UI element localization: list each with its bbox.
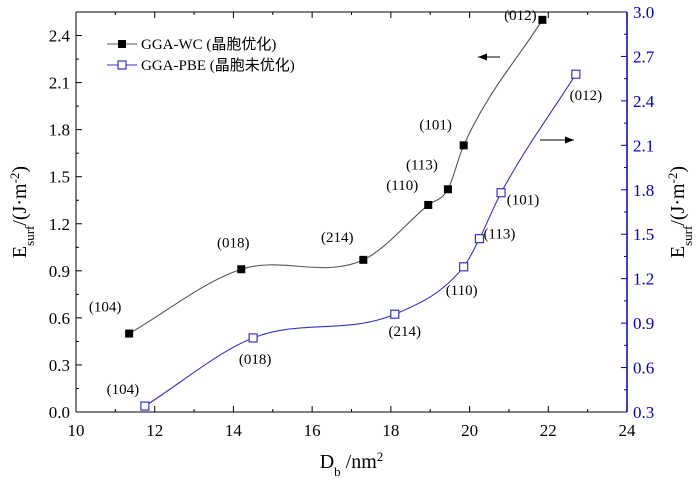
legend-marker [117,60,127,70]
x-tick-label: 18 [382,421,399,440]
y-right-tick-label: 1.8 [633,181,654,200]
x-tick-label: 12 [146,421,163,440]
y-right-tick-label: 0.6 [633,359,654,378]
y-right-axis-label: Esurf/(J·m-2) [665,166,695,258]
y-left-tick-label: 2.1 [49,74,70,93]
x-tick-label: 14 [225,421,243,440]
series-2-point [390,309,400,319]
series-2-point [459,262,469,272]
series-1-point [443,185,452,194]
series-1-point [237,265,246,274]
y-right-tick-label: 1.5 [633,225,654,244]
arrow-right-icon [540,136,574,144]
data-label: (012) [570,88,603,104]
curves-layer [128,19,577,407]
data-label: (113) [483,227,515,243]
series-2-point [248,333,258,343]
series-2-point [140,401,150,411]
x-tick-label: 16 [304,421,321,440]
markers-layer [125,15,581,411]
data-label: (101) [507,193,540,209]
y-left-tick-label: 1.5 [49,168,70,187]
series-1-point [424,200,433,209]
series-2-point [474,234,485,244]
series-1-point [125,329,134,338]
x-tick-label: 24 [619,421,637,440]
legend-label: GGA-WC (晶胞优化) [141,36,276,53]
y-right-tick-label: 1.2 [633,270,654,289]
y-left-axis-label: Esurf/(J·m-2) [7,166,37,258]
arrow-left-icon [478,53,500,61]
data-label: (104) [89,300,122,316]
y-left-tick-label: 0.0 [49,403,70,422]
legend-label: GGA-PBE (晶胞未优化) [141,57,295,74]
y-right-tick-label: 3.0 [633,3,654,22]
data-label: (113) [406,157,438,173]
axes-layer: 10 12 14 16 18 20 22 24 0.0 0.3 0.6 0.9 1.2 1.5 1.8 2.1… [7,3,695,479]
series-1-curve [128,19,543,335]
series-1-point [538,15,547,24]
legend: GGA-WC (晶胞优化) GGA-PBE (晶胞未优化) [107,36,295,74]
series-2-point [496,188,506,198]
x-axis-label: Db /nm2 [320,449,384,479]
y-right-tick-label: 2.1 [633,136,654,155]
data-label: (214) [321,230,354,246]
y-left-tick-label: 1.2 [49,215,70,234]
data-label: (018) [239,352,272,368]
y-right-tick-label: 2.4 [633,92,655,111]
data-label: (110) [386,178,418,194]
legend-marker [118,40,126,48]
data-label: (104) [107,382,140,398]
y-left-tick-label: 1.8 [49,121,70,140]
legend-item-2: GGA-PBE (晶胞未优化) [107,57,295,74]
x-tick-label: 22 [540,421,557,440]
data-label: (110) [446,283,478,299]
y-left-tick-label: 0.9 [49,262,70,281]
labels-layer: (104) (018) (214) (110) (113) (101) (012) (104)… [89,8,602,398]
series-1-point [459,141,468,150]
series-2-point [571,69,581,79]
data-label: (101) [419,117,452,133]
y-right-tick-label: 2.7 [633,47,655,66]
y-right-tick-label: 0.3 [633,403,654,422]
y-right-tick-label: 0.9 [633,314,654,333]
x-tick-label: 20 [461,421,478,440]
series-1-point [359,255,368,264]
data-label: (012) [504,8,537,24]
legend-item-1: GGA-WC (晶胞优化) [107,36,276,53]
y-left-tick-label: 0.6 [49,309,70,328]
data-label: (018) [217,235,250,251]
data-label: (214) [389,324,422,340]
x-tick-label: 10 [68,421,85,440]
y-left-tick-label: 0.3 [49,356,70,375]
y-left-tick-label: 2.4 [49,27,71,46]
